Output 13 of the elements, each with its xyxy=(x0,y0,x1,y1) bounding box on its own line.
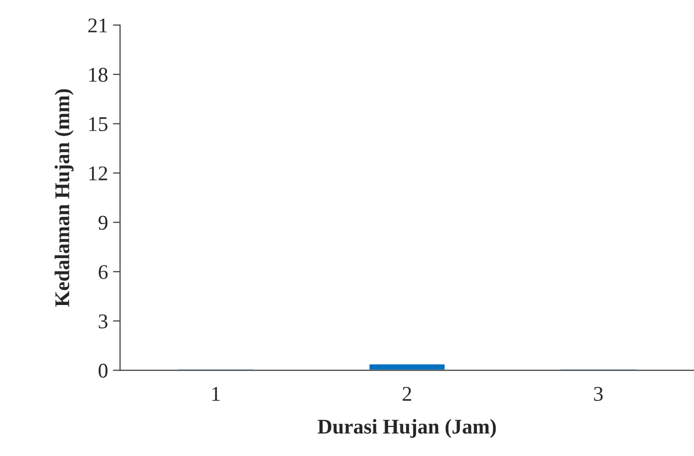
y-tick-label: 21 xyxy=(88,18,108,32)
x-tick-label: 3 xyxy=(594,386,603,401)
y-tick-label: 0 xyxy=(98,364,108,378)
y-tick-label: 6 xyxy=(98,265,108,280)
y-axis-title: Kedalaman Hujan (mm) xyxy=(54,89,74,307)
y-tick-label: 3 xyxy=(98,314,108,328)
x-tick-label: 2 xyxy=(402,386,412,401)
x-tick-label: 1 xyxy=(212,386,220,401)
y-tick-label: 9 xyxy=(98,216,108,230)
y-tick-label: 15 xyxy=(89,117,108,132)
x-axis-title: Durasi Hujan (Jam) xyxy=(318,419,496,438)
y-tick-label: 12 xyxy=(89,166,108,180)
y-tick-label: 18 xyxy=(89,68,108,82)
